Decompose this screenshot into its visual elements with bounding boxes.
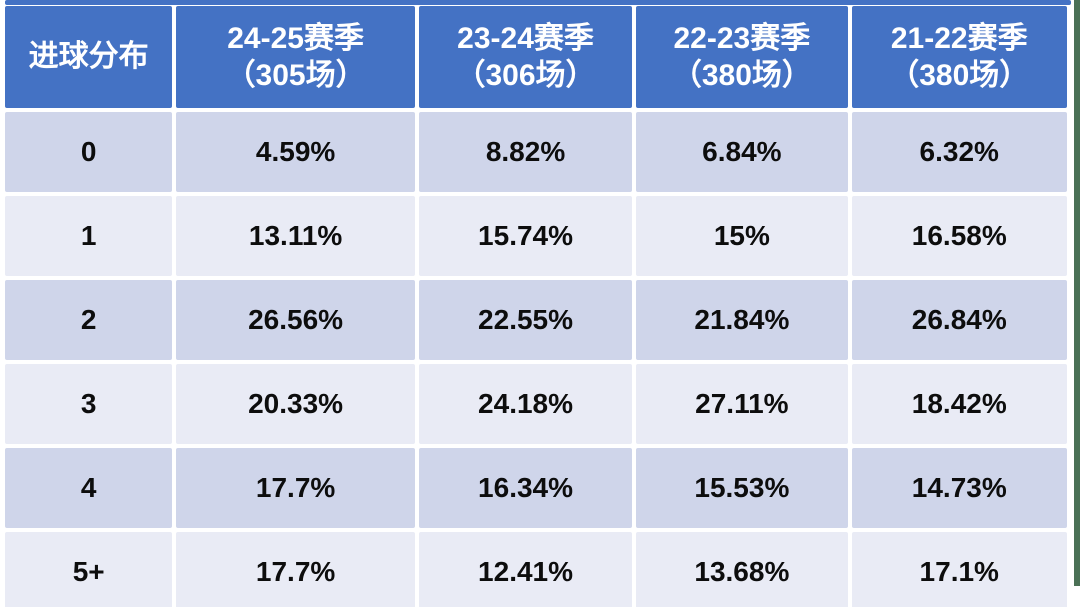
table-body: 0 4.59% 8.82% 6.84% 6.32% 1 13.11% 15.74… bbox=[5, 112, 1067, 607]
cell-value: 12.41% bbox=[418, 532, 633, 607]
table-row-4-goals: 4 17.7% 16.34% 15.53% 14.73% bbox=[5, 448, 1067, 528]
cell-value: 22.55% bbox=[418, 280, 633, 360]
cell-value: 20.33% bbox=[176, 364, 415, 444]
table-row-1-goal: 1 13.11% 15.74% 15% 16.58% bbox=[5, 196, 1067, 276]
season-matches: （306场） bbox=[455, 59, 596, 92]
header-season-21-22: 21-22赛季 （380场） bbox=[851, 6, 1067, 108]
cell-value: 18.42% bbox=[851, 364, 1067, 444]
cell-value: 16.58% bbox=[851, 196, 1067, 276]
season-label: 24-25赛季 bbox=[227, 21, 364, 55]
table-row-5plus-goals: 5+ 17.7% 12.41% 13.68% 17.1% bbox=[5, 532, 1067, 607]
cell-value: 13.11% bbox=[176, 196, 415, 276]
cell-value: 6.32% bbox=[851, 112, 1067, 192]
right-edge-artifact bbox=[1074, 0, 1080, 586]
cell-value: 14.73% bbox=[851, 448, 1067, 528]
season-label: 22-23赛季 bbox=[673, 21, 811, 55]
row-label: 2 bbox=[5, 280, 173, 360]
cell-value: 15.74% bbox=[418, 196, 633, 276]
header-season-24-25: 24-25赛季 （305场） bbox=[176, 6, 415, 108]
row-label: 1 bbox=[5, 196, 173, 276]
cell-value: 15.53% bbox=[636, 448, 848, 528]
cell-value: 16.34% bbox=[418, 448, 633, 528]
cell-value: 21.84% bbox=[636, 280, 848, 360]
cell-value: 15% bbox=[636, 196, 848, 276]
header-season-23-24: 23-24赛季 （306场） bbox=[418, 6, 633, 108]
cell-value: 6.84% bbox=[636, 112, 848, 192]
cell-value: 27.11% bbox=[636, 364, 848, 444]
season-matches: （380场） bbox=[671, 59, 812, 92]
cell-value: 8.82% bbox=[418, 112, 633, 192]
row-label: 5+ bbox=[5, 532, 173, 607]
row-label: 3 bbox=[5, 364, 173, 444]
season-matches: （305场） bbox=[225, 59, 366, 92]
table-row-0-goals: 0 4.59% 8.82% 6.84% 6.32% bbox=[5, 112, 1067, 192]
header-row: 进球分布 24-25赛季 （305场） 23-24赛季 （306场） 22-23… bbox=[5, 6, 1067, 108]
season-label: 23-24赛季 bbox=[457, 21, 594, 55]
cell-value: 13.68% bbox=[636, 532, 848, 607]
table-row-3-goals: 3 20.33% 24.18% 27.11% 18.42% bbox=[5, 364, 1067, 444]
table-row-2-goals: 2 26.56% 22.55% 21.84% 26.84% bbox=[5, 280, 1067, 360]
header-goal-distribution: 进球分布 bbox=[5, 6, 173, 108]
table-top-border bbox=[5, 0, 1071, 5]
row-label: 4 bbox=[5, 448, 173, 528]
cell-value: 17.1% bbox=[851, 532, 1067, 607]
cell-value: 17.7% bbox=[176, 532, 415, 607]
cell-value: 26.56% bbox=[176, 280, 415, 360]
table-header: 进球分布 24-25赛季 （305场） 23-24赛季 （306场） 22-23… bbox=[5, 6, 1067, 108]
row-label: 0 bbox=[5, 112, 173, 192]
cell-value: 17.7% bbox=[176, 448, 415, 528]
cell-value: 24.18% bbox=[418, 364, 633, 444]
header-season-22-23: 22-23赛季 （380场） bbox=[636, 6, 848, 108]
season-matches: （380场） bbox=[889, 59, 1030, 92]
cell-value: 26.84% bbox=[851, 280, 1067, 360]
cell-value: 4.59% bbox=[176, 112, 415, 192]
season-label: 21-22赛季 bbox=[890, 21, 1028, 55]
